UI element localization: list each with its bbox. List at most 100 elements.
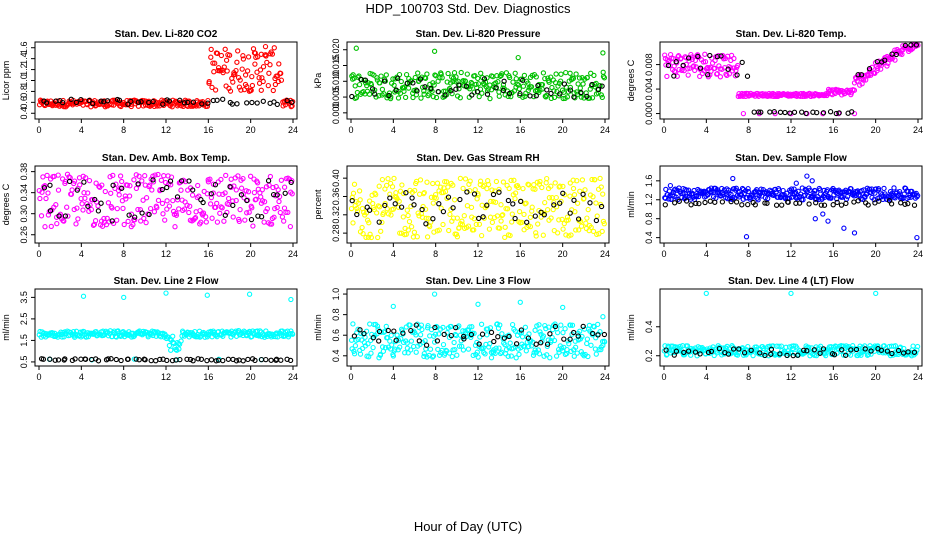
data-point-all [60,97,66,104]
data-point-sample [587,200,593,206]
data-point-all [124,182,131,188]
data-point-all [498,218,504,224]
data-point-all [421,189,427,196]
data-point-all [445,184,451,190]
data-point-sample [119,185,125,191]
data-point-all [733,185,739,191]
data-point-all [498,202,504,208]
data-point-all [389,184,396,190]
data-point-sample [212,182,219,188]
data-point-sample [533,93,539,99]
data-point-sample [460,333,467,340]
data-point-all [89,197,96,203]
data-point-all [828,195,834,201]
data-point-sample [248,216,255,223]
data-point-all [745,186,751,192]
data-point-all [892,57,898,63]
data-point-all [155,171,161,178]
data-point-sample [453,86,459,92]
data-point-all [120,205,126,212]
x-tick-label: 4 [704,125,709,135]
x-tick-label: 16 [203,249,213,259]
points [348,291,608,361]
data-point-all [478,70,484,76]
data-point-sample [135,99,142,105]
data-point-sample [589,81,595,88]
data-point-sample [501,335,508,341]
data-point-sample [716,345,723,352]
data-point-all [909,353,915,359]
data-point-all [399,182,405,188]
data-point-all [502,341,508,348]
data-point-all [440,341,447,348]
data-point-sample [888,201,895,207]
data-point-all [454,234,461,240]
data-point-all [584,74,590,81]
data-point-all [363,210,370,216]
x-tick-label: 8 [433,249,438,259]
y-axis-label: ml/min [626,314,636,341]
data-point-all [451,339,457,346]
data-point-sample [471,191,478,197]
data-point-all [546,324,552,330]
data-point-all [272,81,279,88]
data-point-sample [385,327,391,334]
data-point-all [570,177,576,183]
data-point-all [492,199,499,205]
data-point-sample [400,330,406,336]
data-point-sample [501,78,507,84]
data-point-all [249,205,255,211]
data-point-sample [758,109,764,115]
data-point-all [599,228,605,235]
data-point-sample [804,348,810,354]
data-point-all [851,87,858,93]
data-point-sample [354,211,360,218]
data-point-all [520,83,527,89]
data-point-all [579,177,586,183]
data-point-all [558,71,564,77]
data-point-all [105,200,112,206]
data-point-all [811,190,817,197]
data-point-all [365,341,371,347]
data-point-sample [128,98,134,105]
data-point-all [414,234,420,240]
y-axis-label: degrees C [1,183,11,225]
data-point-all [430,353,437,359]
data-point-all [600,191,606,197]
data-point-all [600,69,606,75]
data-point-all [368,350,374,356]
data-point-all [263,184,270,190]
data-point-sample [595,86,602,93]
data-point-all [440,324,446,331]
data-point-sample [693,200,699,207]
data-point-all [368,234,375,241]
data-point-sample [831,352,838,358]
data-point-sample [739,59,745,66]
data-point-all [352,83,358,89]
data-point-all [711,352,717,359]
data-point-sample [289,99,295,105]
data-point-all [467,86,473,92]
data-point-sample [164,357,170,364]
data-point-all [378,228,384,234]
data-point-all [412,187,418,194]
data-point-all [537,329,543,335]
data-point-all [548,95,554,102]
data-point-all [515,54,521,61]
y-axis-label: ml/min [1,314,11,341]
data-point-all [479,90,485,96]
data-point-all [738,191,745,198]
y-tick-label: 0.40 [331,169,341,187]
x-tick-label: 16 [203,125,213,135]
data-point-all [289,191,295,197]
x-tick-label: 20 [871,249,881,259]
data-point-sample [895,347,902,354]
data-point-all [896,188,903,195]
data-point-all [203,214,209,220]
y-axis-label: kPa [313,73,323,89]
data-point-sample [685,55,692,61]
data-point-all [358,337,365,343]
data-point-sample [855,72,861,78]
data-point-sample [177,97,183,103]
data-point-all [189,192,196,198]
